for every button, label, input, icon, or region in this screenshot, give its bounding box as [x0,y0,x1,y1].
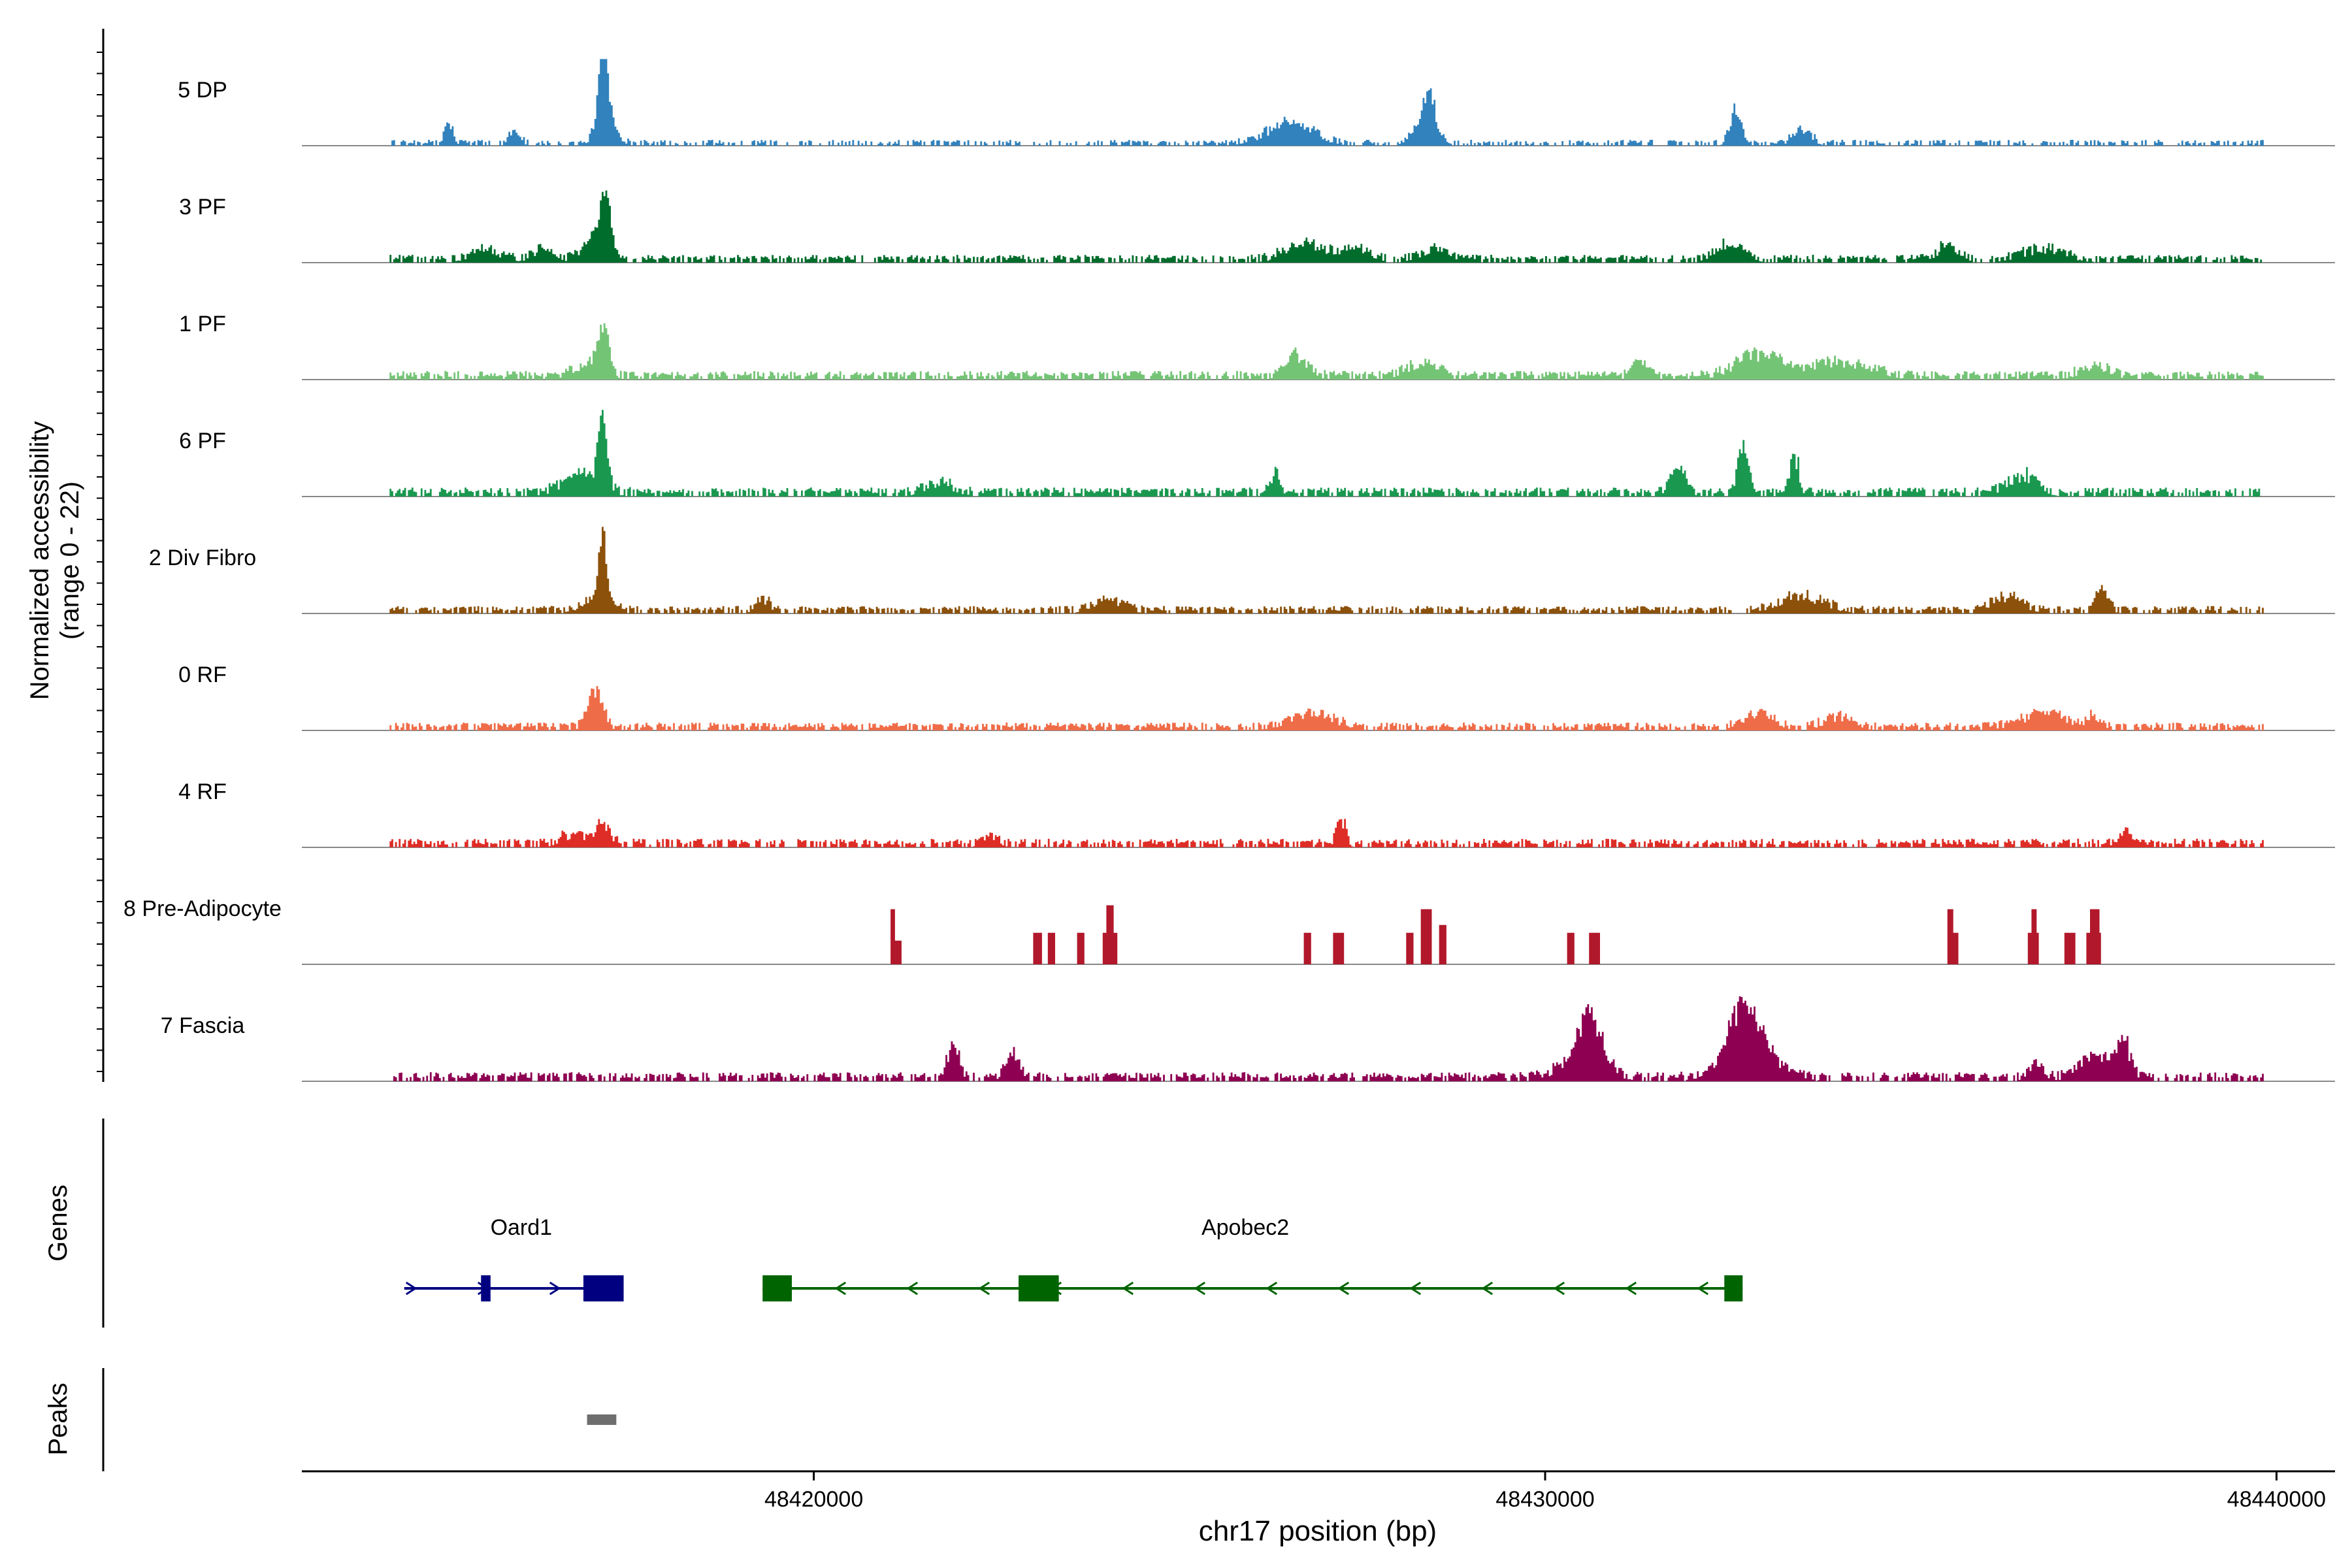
track-label: 3 PF [179,195,226,220]
coverage-tracks [302,59,2335,1082]
gene-label: Apobec2 [1201,1215,1289,1240]
gene-exon [762,1275,792,1301]
gene-strand-arrow [1481,1281,1494,1296]
gene-strand-arrow [405,1281,417,1296]
x-axis-tick-label: 48440000 [2227,1487,2326,1512]
track-label: 1 PF [179,312,226,336]
gene-strand-arrow [1337,1281,1350,1296]
gene-label: Oard1 [491,1215,553,1240]
track-label: 8 Pre-Adipocyte [123,896,282,921]
gene-strand-arrow [1697,1281,1709,1296]
genes-track: Oard1 Apobec2 [404,1215,1743,1301]
y-axis-title-line1: Normalized accessibility [25,421,54,700]
gene-strand-arrow [906,1281,919,1296]
coverage-series-4-rf [389,819,2264,847]
coverage-series-1-pf [389,323,2264,380]
peaks-track [587,1414,617,1425]
coverage-series-3-pf [389,190,2262,263]
track-label: 2 Div Fibro [149,546,256,570]
track-label: 7 Fascia [161,1013,245,1038]
gene-strand-arrow [1122,1281,1134,1296]
coverage-series-7-fascia [393,996,2264,1081]
gene-strand-arrow [1266,1281,1278,1296]
gene-strand-arrow [1194,1281,1206,1296]
gene-exon [481,1275,491,1301]
gene-strand-arrow [1553,1281,1565,1296]
coverage-series-6-pf [389,410,2261,497]
y-axis-title-line2: (range 0 - 22) [56,482,84,640]
gene-strand-arrow [1625,1281,1637,1296]
coverage-series-2-div-fibro [389,527,2264,613]
coverage-series-0-rf [389,686,2264,730]
coverage-series-5-dp [391,59,2264,146]
gene-strand-arrow [1409,1281,1422,1296]
x-axis-tick-label: 48430000 [1495,1487,1594,1512]
track-labels: 5 DP 3 PF 1 PF 6 PF 2 Div Fibro 0 RF 4 RF 8 Pre… [123,78,282,1038]
track-label: 0 RF [178,662,227,687]
gene-strand-arrow [978,1281,990,1296]
gene-exon [1724,1275,1743,1301]
track-label: 4 RF [178,779,227,804]
gene-strand-arrow [549,1281,561,1296]
track-label: 6 PF [179,429,226,453]
x-axis: 48420000 48430000 48440000 [302,1470,2335,1512]
genes-track-label: Genes [44,1184,73,1262]
peaks-track-label: Peaks [44,1382,73,1455]
x-axis-title: chr17 position (bp) [1199,1515,1437,1547]
track-label: 5 DP [178,78,227,103]
gene-exon [583,1275,624,1301]
gene-exon [1019,1275,1059,1301]
x-axis-tick-label: 48420000 [764,1487,863,1512]
y-axis [97,29,105,1082]
peak-region [587,1414,617,1425]
coverage-series-8-pre-adipocyte [890,905,2101,964]
gene-strand-arrow [834,1281,847,1296]
